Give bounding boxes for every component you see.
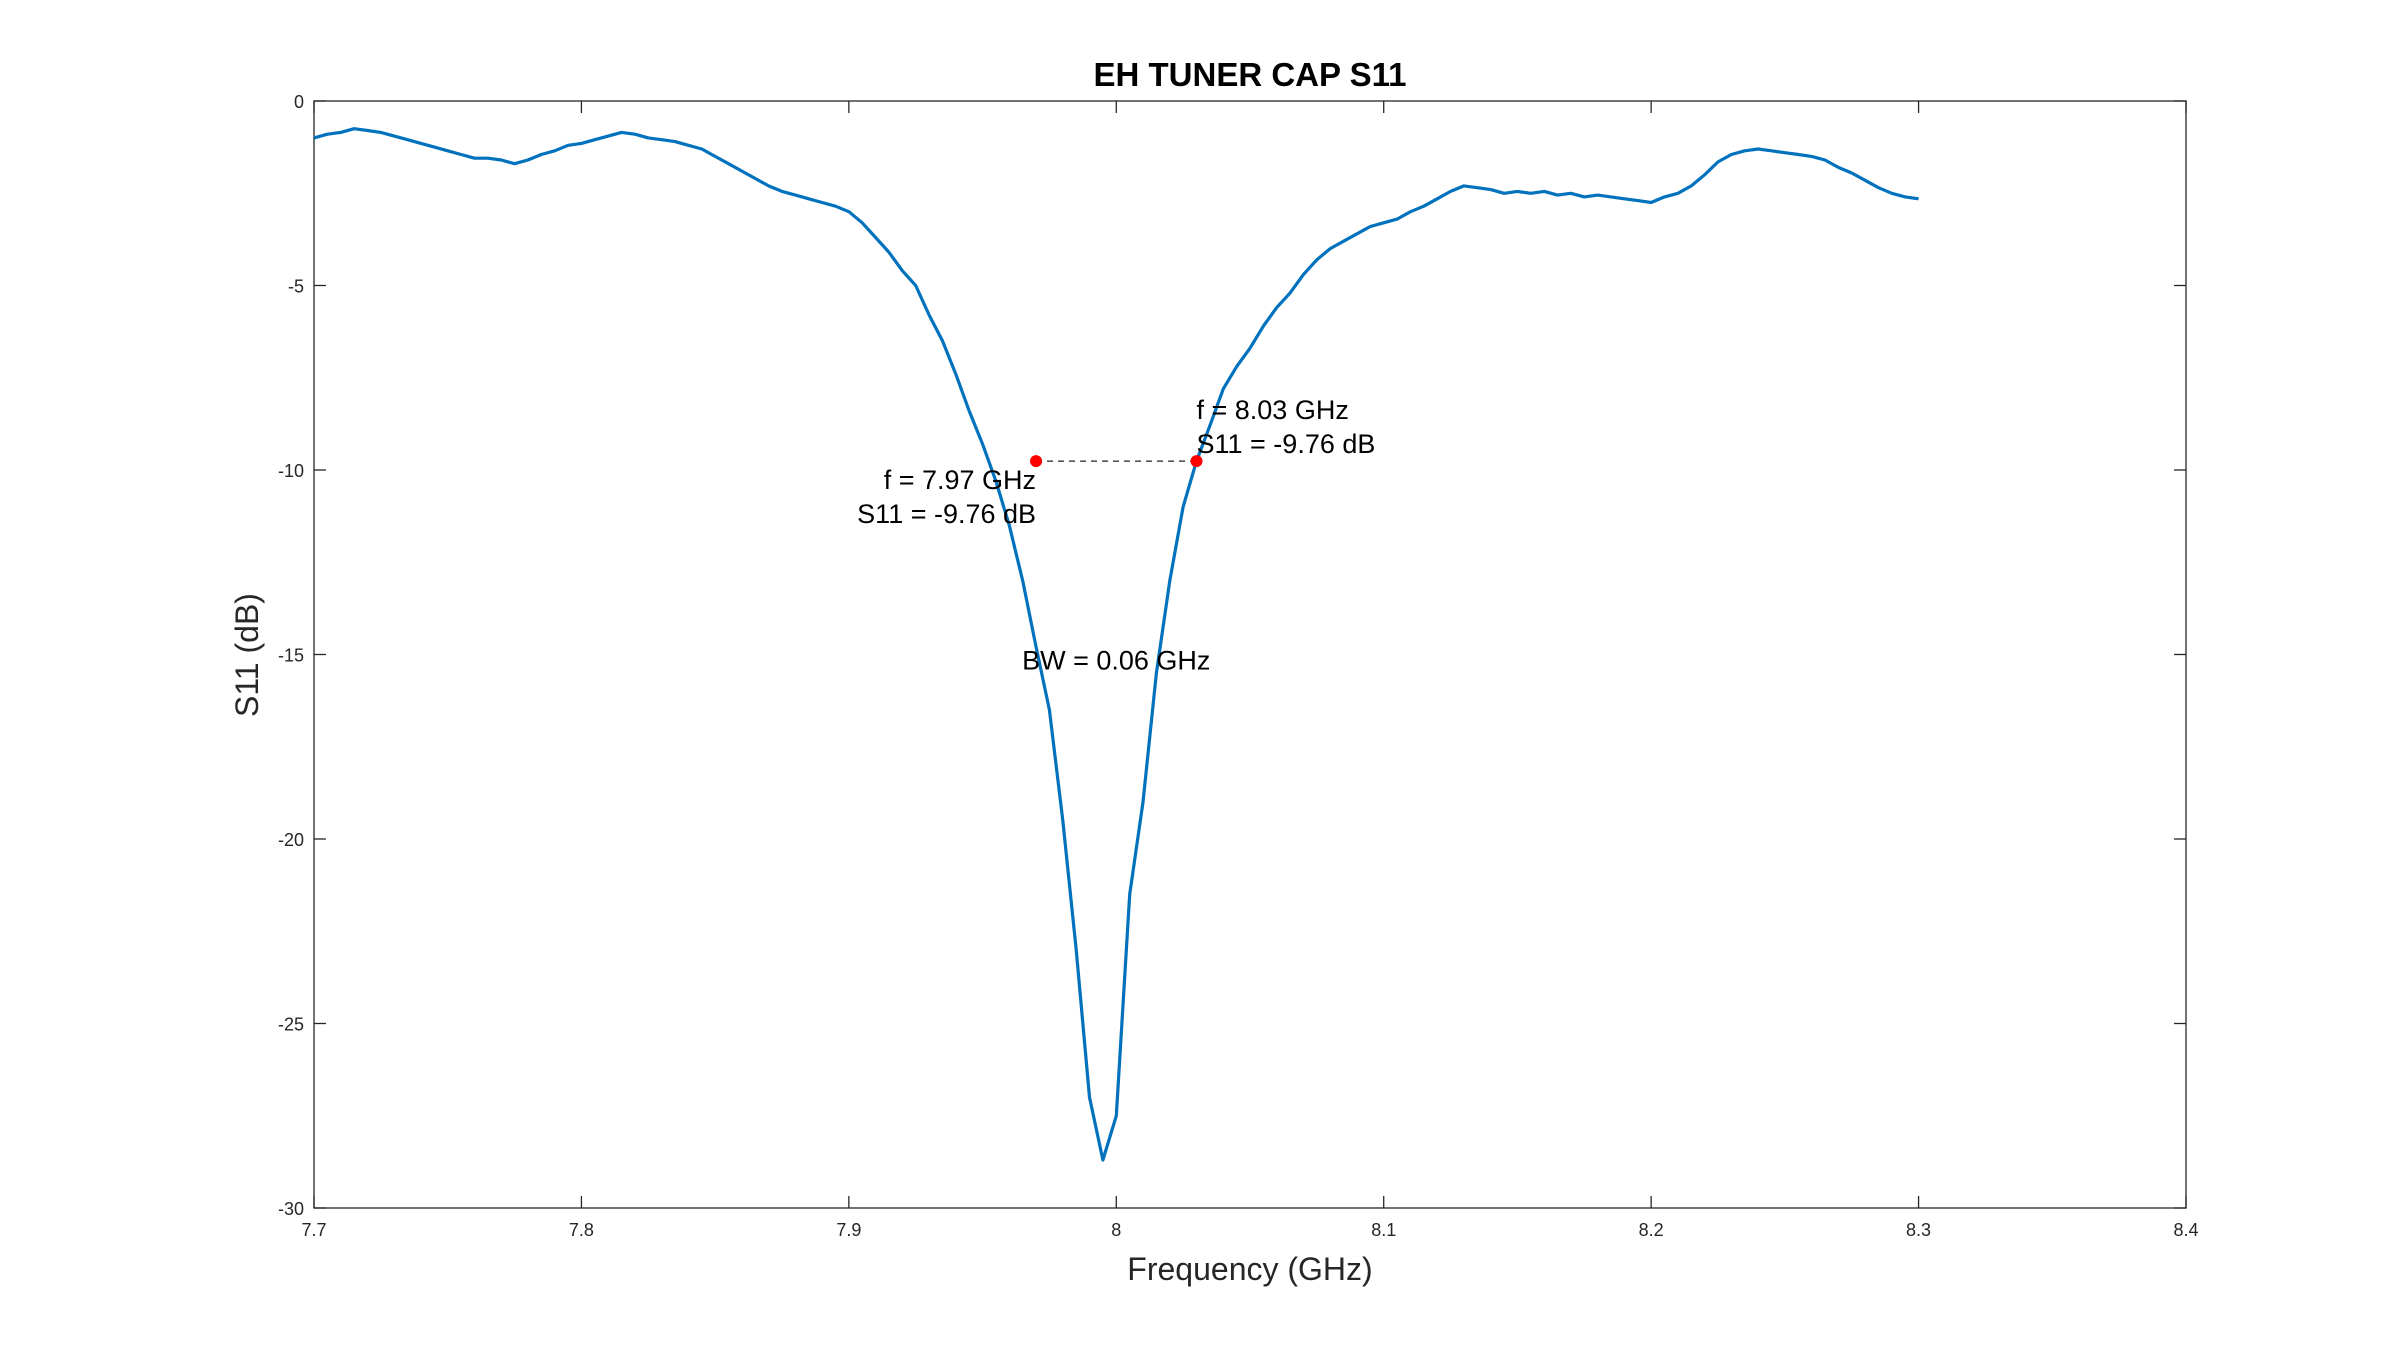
half-power-markers bbox=[1030, 455, 1203, 468]
x-tick-label: 7.9 bbox=[836, 1220, 861, 1240]
y-tick-label: -10 bbox=[278, 461, 304, 481]
axis-tick-labels: 7.7 7.8 7.9 8 8.1 8.2 8.3 8.4 0 -5 -10 -15 -20 -25 -30 bbox=[278, 92, 2199, 1240]
x-axis-label: Frequency (GHz) bbox=[1127, 1251, 1372, 1287]
y-tick-label: -5 bbox=[288, 277, 304, 297]
y-axis-label: S11 (dB) bbox=[229, 593, 265, 717]
x-tick-label: 8.1 bbox=[1371, 1220, 1396, 1240]
x-tick-label: 8.3 bbox=[1906, 1220, 1931, 1240]
right-s11-annotation: S11 = -9.76 dB bbox=[1197, 429, 1376, 459]
left-s11-annotation: S11 = -9.76 dB bbox=[857, 499, 1036, 529]
plot-area bbox=[313, 100, 2187, 1209]
y-tick-label: -20 bbox=[278, 830, 304, 850]
marker-point bbox=[1190, 455, 1203, 468]
chart-title: EH TUNER CAP S11 bbox=[1094, 56, 1407, 93]
y-tick-label: -15 bbox=[278, 646, 304, 666]
left-frequency-annotation: f = 7.97 GHz bbox=[884, 465, 1036, 495]
y-tick-label: -25 bbox=[278, 1015, 304, 1035]
x-tick-label: 7.8 bbox=[569, 1220, 594, 1240]
axis-ticks bbox=[313, 100, 2187, 1209]
x-tick-label: 7.7 bbox=[301, 1220, 326, 1240]
marker-point bbox=[1030, 455, 1043, 468]
y-tick-label: 0 bbox=[294, 92, 304, 112]
y-tick-label: -30 bbox=[278, 1199, 304, 1219]
x-tick-label: 8.4 bbox=[2173, 1220, 2198, 1240]
x-tick-label: 8.2 bbox=[1639, 1220, 1664, 1240]
right-frequency-annotation: f = 8.03 GHz bbox=[1197, 395, 1349, 425]
bandwidth-annotation: BW = 0.06 GHz bbox=[1022, 645, 1210, 675]
x-tick-label: 8 bbox=[1111, 1220, 1121, 1240]
s11-curve bbox=[313, 127, 1919, 1162]
